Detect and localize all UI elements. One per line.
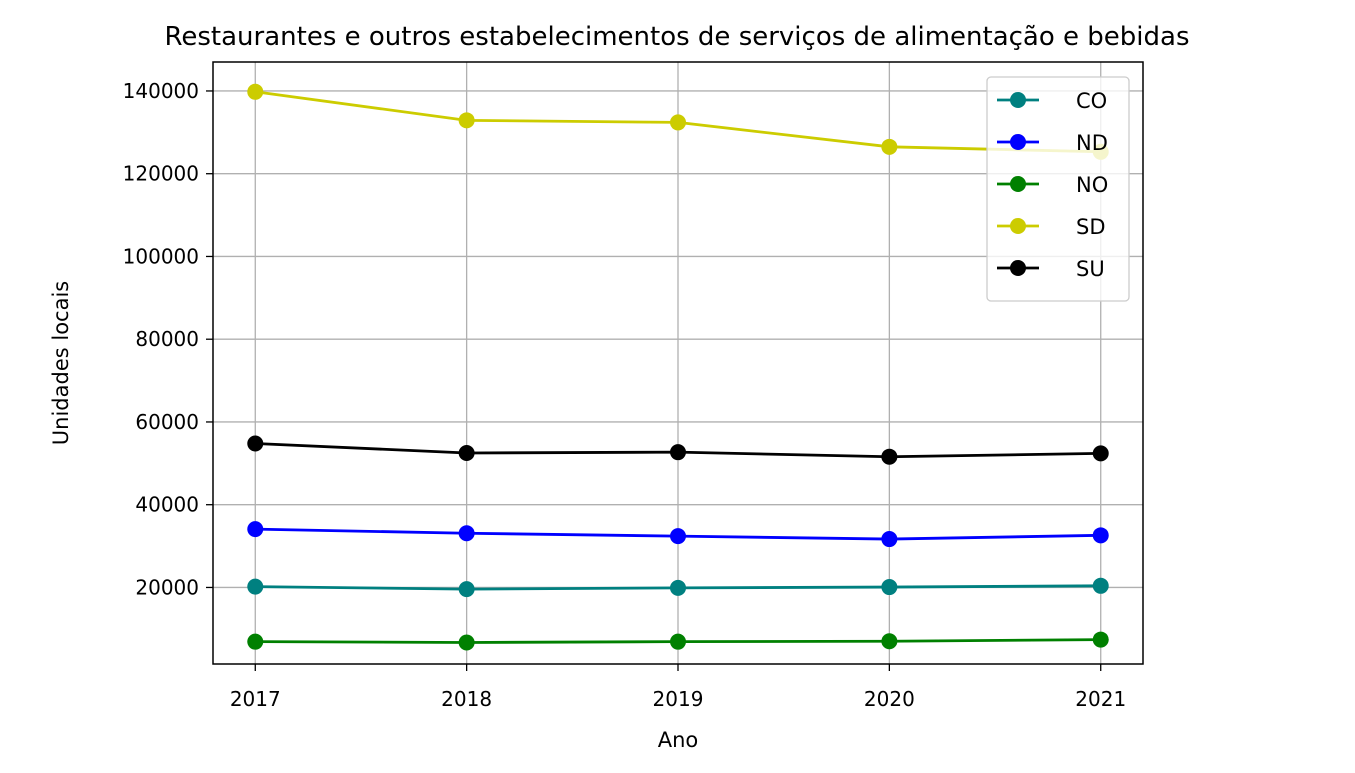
x-tick-label: 2017 bbox=[230, 687, 281, 711]
x-tick-label: 2020 bbox=[864, 687, 915, 711]
legend-marker-co bbox=[1010, 92, 1026, 108]
data-point-nd bbox=[881, 531, 898, 548]
data-point-no bbox=[247, 633, 264, 650]
data-point-su bbox=[670, 444, 686, 461]
data-point-no bbox=[670, 633, 686, 650]
data-point-co bbox=[670, 579, 686, 596]
y-axis-ticks: 20000 40000 60000 80000 100000 120000 140000 bbox=[123, 79, 213, 599]
data-point-sd bbox=[458, 112, 475, 129]
data-point-su bbox=[881, 448, 898, 465]
data-point-nd bbox=[458, 525, 475, 542]
data-point-co bbox=[247, 578, 264, 595]
legend-box bbox=[986, 76, 1130, 302]
data-point-sd bbox=[670, 114, 686, 131]
data-point-co bbox=[1092, 577, 1109, 594]
legend-label-co: CO bbox=[1076, 89, 1107, 113]
data-point-su bbox=[458, 444, 475, 461]
legend-marker-sd bbox=[1010, 218, 1026, 234]
y-tick-label: 100000 bbox=[123, 244, 199, 268]
legend-marker-nd bbox=[1010, 134, 1026, 150]
data-point-su bbox=[1092, 445, 1109, 462]
legend-label-nd: ND bbox=[1076, 131, 1108, 155]
data-point-nd bbox=[1092, 527, 1109, 544]
y-tick-label: 60000 bbox=[135, 410, 199, 434]
legend-marker-su bbox=[1010, 260, 1026, 276]
y-axis-label: Unidades locais bbox=[49, 281, 73, 445]
legend: CO ND NO SD SU bbox=[986, 76, 1130, 302]
x-axis-ticks: 2017 2018 2019 2020 2021 bbox=[230, 664, 1126, 711]
data-point-sd bbox=[247, 83, 264, 100]
y-tick-label: 40000 bbox=[135, 493, 199, 517]
y-tick-label: 140000 bbox=[123, 79, 199, 103]
y-tick-label: 80000 bbox=[135, 327, 199, 351]
data-point-nd bbox=[247, 521, 264, 538]
y-tick-label: 120000 bbox=[123, 162, 199, 186]
chart-title: Restaurantes e outros estabelecimentos d… bbox=[164, 22, 1189, 52]
legend-label-su: SU bbox=[1076, 257, 1105, 281]
data-point-sd bbox=[881, 138, 898, 155]
data-point-co bbox=[458, 581, 475, 598]
y-tick-label: 20000 bbox=[135, 575, 199, 599]
x-tick-label: 2019 bbox=[653, 687, 704, 711]
x-axis-label: Ano bbox=[658, 728, 699, 752]
data-point-no bbox=[881, 633, 898, 650]
data-point-no bbox=[1092, 631, 1109, 648]
legend-label-no: NO bbox=[1076, 173, 1108, 197]
legend-label-sd: SD bbox=[1076, 215, 1106, 239]
data-point-no bbox=[458, 634, 475, 651]
data-point-su bbox=[247, 435, 264, 452]
legend-marker-no bbox=[1010, 176, 1026, 192]
series-markers bbox=[247, 83, 1109, 651]
x-tick-label: 2018 bbox=[441, 687, 492, 711]
x-tick-label: 2021 bbox=[1075, 687, 1126, 711]
data-point-co bbox=[881, 579, 898, 596]
data-point-nd bbox=[670, 528, 686, 545]
